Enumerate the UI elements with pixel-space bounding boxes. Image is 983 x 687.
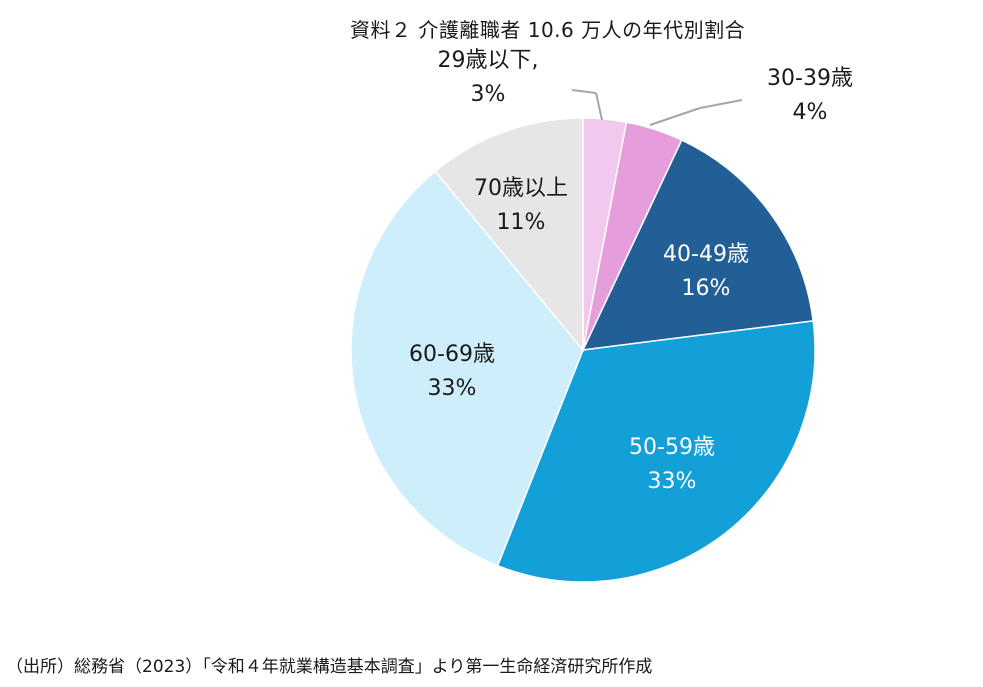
pie-slice-5 — [434, 117, 584, 353]
pie-chart: 29歳以下, 3% 30-39歳 4% 40-49歳 16% 50-59歳 33% 60-69歳… — [350, 48, 853, 583]
leader-line-1-1 — [649, 107, 701, 126]
chart-title: 資料２ 介護離職者 10.6 万人の年代別割合 — [350, 18, 746, 42]
slice-category-label-1: 30-39歳 — [767, 66, 853, 91]
slice-percent-label-3: 33% — [648, 469, 697, 494]
source-note: （出所）総務省（2023）「令和４年就業構造基本調査」より第一生命経済研究所作成 — [6, 657, 653, 677]
slice-category-label-4: 60-69歳 — [409, 342, 495, 367]
leader-lines — [571, 89, 743, 126]
slice-labels: 29歳以下, 3% 30-39歳 4% 40-49歳 16% 50-59歳 33% 60-69歳… — [409, 48, 853, 494]
pie-slice-4 — [350, 170, 584, 567]
slice-percent-label-0: 3% — [471, 82, 506, 107]
leader-line-1-0 — [699, 99, 743, 109]
slice-category-label-5: 70歳以上 — [474, 176, 568, 201]
slice-percent-label-5: 11% — [497, 210, 546, 235]
slice-category-label-3: 50-59歳 — [629, 435, 715, 460]
slice-category-label-2: 40-49歳 — [663, 242, 749, 267]
slice-percent-label-1: 4% — [793, 100, 828, 125]
pie-slice-2 — [581, 139, 815, 351]
pie-slice-3 — [496, 320, 816, 583]
slice-category-label-0: 29歳以下, — [438, 48, 539, 73]
leader-line-0-0 — [571, 89, 597, 94]
pie-slices — [350, 117, 816, 583]
leader-line-0-1 — [595, 92, 603, 121]
slice-percent-label-2: 16% — [682, 276, 731, 301]
slice-percent-label-4: 33% — [428, 376, 477, 401]
